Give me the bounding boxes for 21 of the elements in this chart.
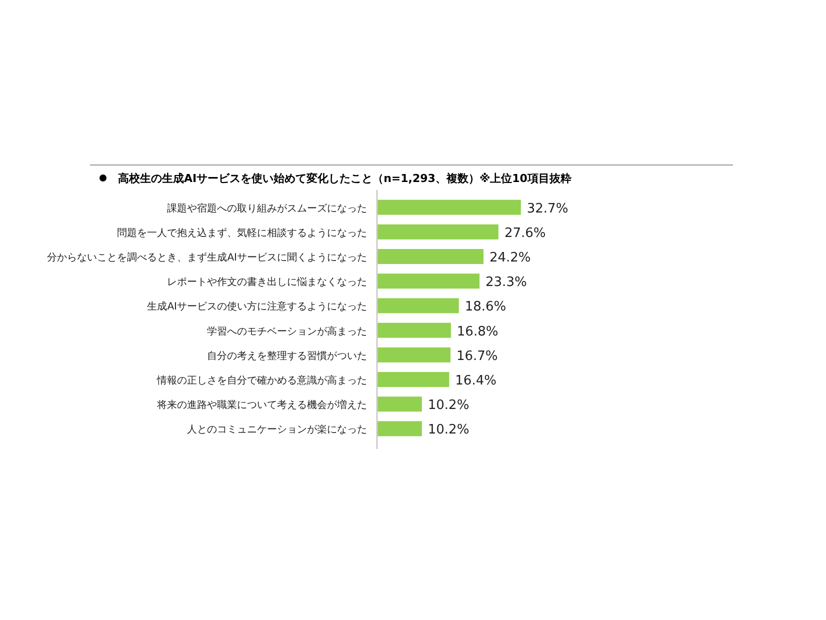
- y-tick-label: 問題を一人で抱え込まず、気軽に相談するようになった: [117, 226, 367, 239]
- y-tick-label: 課題や宿題への取り組みがスムーズになった: [167, 202, 367, 214]
- data-label: 24.2%: [489, 250, 531, 266]
- data-label: 16.8%: [456, 324, 498, 340]
- data-label: 18.6%: [464, 300, 506, 315]
- data-label: 10.2%: [428, 398, 470, 414]
- y-tick-label: 自分の考えを整理する習慣がついた: [207, 350, 367, 362]
- y-tick-label: 人とのコミュニケーションが楽になった: [187, 424, 367, 436]
- y-tick-label: レポートや作文の書き出しに悩まなくなった: [167, 276, 367, 288]
- y-tick-label: 分からないことを調べるとき、まず生成AIサービスに聞くようになった: [47, 252, 367, 264]
- data-label: 32.7%: [526, 201, 568, 216]
- data-label: 23.3%: [486, 275, 527, 290]
- y-tick-label: 将来の進路や職業について考える機会が増えた: [156, 399, 367, 412]
- chart-title: 高校生の生成AIサービスを使い始めて変化したこと（n=1,293、複数）※上位10項目抜粋: [118, 172, 572, 185]
- data-label: 16.7%: [456, 348, 498, 364]
- y-tick-label: 学習へのモチベーションが高まった: [207, 325, 367, 338]
- y-tick-label: 情報の正しさを自分で確かめる意識が高まった: [156, 374, 367, 386]
- data-label: 27.6%: [504, 226, 546, 241]
- data-label: 16.4%: [455, 374, 496, 388]
- y-tick-label: 生成AIサービスの使い方に注意するようになった: [147, 300, 367, 313]
- data-label: 10.2%: [428, 422, 470, 438]
